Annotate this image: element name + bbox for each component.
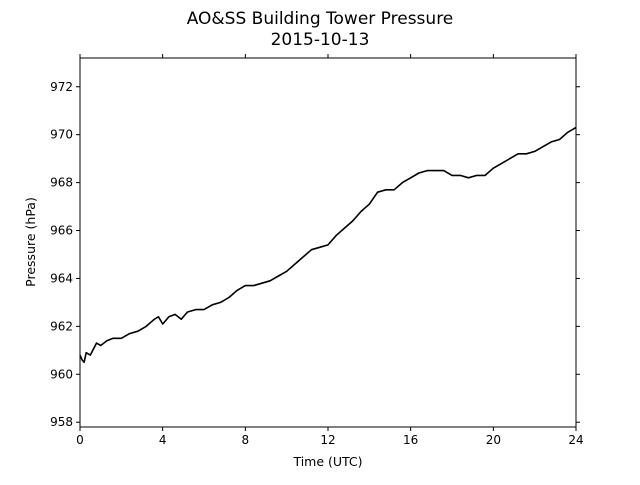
axis-ticks: 0 4 8 12 16 20 24 958 960 962 964 966 968 970 972 — [50, 54, 584, 447]
x-tick-label: 0 — [76, 433, 84, 447]
pressure-series-line — [79, 126, 577, 364]
y-tick-label: 960 — [50, 367, 73, 381]
x-tick-label: 20 — [486, 433, 501, 447]
x-tick-label: 8 — [242, 433, 250, 447]
y-tick-label: 972 — [50, 80, 73, 94]
y-tick-label: 962 — [50, 319, 73, 333]
y-tick-label: 964 — [50, 271, 73, 285]
chart-title: AO&SS Building Tower Pressure — [187, 9, 454, 29]
chart-subtitle: 2015-10-13 — [271, 30, 370, 50]
x-tick-label: 4 — [159, 433, 167, 447]
y-tick-label: 958 — [50, 415, 73, 429]
x-axis-label: Time (UTC) — [292, 454, 362, 469]
x-tick-label: 16 — [403, 433, 418, 447]
x-tick-label: 24 — [568, 433, 583, 447]
y-tick-label: 970 — [50, 128, 73, 142]
y-tick-label: 966 — [50, 224, 73, 238]
plot-frame — [79, 57, 577, 428]
x-tick-label: 12 — [320, 433, 335, 447]
plot-area — [79, 57, 577, 428]
y-axis-label: Pressure (hPa) — [23, 197, 38, 287]
y-tick-label: 968 — [50, 176, 73, 190]
